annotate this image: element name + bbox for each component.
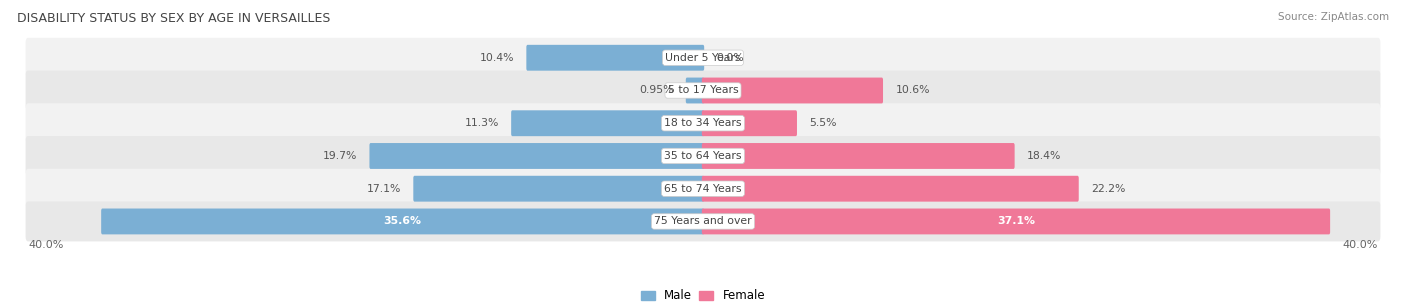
Text: 0.0%: 0.0% <box>717 53 744 63</box>
Text: 11.3%: 11.3% <box>464 118 499 128</box>
Text: 10.4%: 10.4% <box>479 53 515 63</box>
FancyBboxPatch shape <box>370 143 704 169</box>
Text: Under 5 Years: Under 5 Years <box>665 53 741 63</box>
Text: 75 Years and over: 75 Years and over <box>654 216 752 226</box>
FancyBboxPatch shape <box>702 110 797 136</box>
Text: 10.6%: 10.6% <box>896 85 929 95</box>
FancyBboxPatch shape <box>25 169 1381 209</box>
FancyBboxPatch shape <box>25 103 1381 143</box>
Text: 65 to 74 Years: 65 to 74 Years <box>664 184 742 194</box>
FancyBboxPatch shape <box>526 45 704 71</box>
FancyBboxPatch shape <box>25 136 1381 176</box>
Legend: Male, Female: Male, Female <box>636 285 770 304</box>
FancyBboxPatch shape <box>702 78 883 103</box>
Text: 35 to 64 Years: 35 to 64 Years <box>664 151 742 161</box>
Text: DISABILITY STATUS BY SEX BY AGE IN VERSAILLES: DISABILITY STATUS BY SEX BY AGE IN VERSA… <box>17 12 330 25</box>
Text: 22.2%: 22.2% <box>1091 184 1125 194</box>
Text: 40.0%: 40.0% <box>28 240 63 250</box>
FancyBboxPatch shape <box>686 78 704 103</box>
Text: 19.7%: 19.7% <box>323 151 357 161</box>
FancyBboxPatch shape <box>25 202 1381 241</box>
FancyBboxPatch shape <box>25 71 1381 110</box>
Text: 35.6%: 35.6% <box>384 216 422 226</box>
Text: 0.95%: 0.95% <box>638 85 673 95</box>
Text: Source: ZipAtlas.com: Source: ZipAtlas.com <box>1278 12 1389 22</box>
FancyBboxPatch shape <box>413 176 704 202</box>
Text: 37.1%: 37.1% <box>997 216 1035 226</box>
Text: 40.0%: 40.0% <box>1343 240 1378 250</box>
FancyBboxPatch shape <box>101 209 704 234</box>
FancyBboxPatch shape <box>25 38 1381 78</box>
FancyBboxPatch shape <box>512 110 704 136</box>
Text: 5 to 17 Years: 5 to 17 Years <box>668 85 738 95</box>
FancyBboxPatch shape <box>702 209 1330 234</box>
FancyBboxPatch shape <box>702 176 1078 202</box>
Text: 18 to 34 Years: 18 to 34 Years <box>664 118 742 128</box>
Text: 17.1%: 17.1% <box>367 184 401 194</box>
Text: 5.5%: 5.5% <box>810 118 837 128</box>
FancyBboxPatch shape <box>702 143 1015 169</box>
Text: 18.4%: 18.4% <box>1026 151 1062 161</box>
